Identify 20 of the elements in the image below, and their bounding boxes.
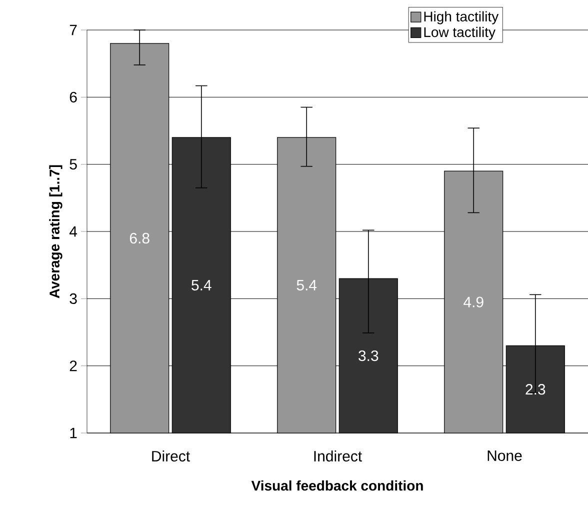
x-tick-label: Direct [152, 450, 190, 462]
x-axis-title: Visual feedback condition [251, 480, 423, 491]
legend-label: Low tactility [424, 26, 496, 40]
data-label: 5.4 [296, 280, 317, 290]
y-tick-label: 5 [70, 159, 77, 170]
x-tick-label: None [488, 450, 522, 461]
data-label: 2.3 [526, 384, 546, 395]
y-tick-label: 3 [70, 293, 77, 304]
y-tick-label: 6 [70, 92, 77, 102]
y-tick-label: 1 [70, 428, 77, 438]
data-label: 3.3 [358, 350, 378, 362]
y-tick-label: 2 [70, 360, 77, 372]
legend-label: High tactility [424, 11, 499, 24]
data-label: 5.4 [192, 280, 212, 290]
y-tick-label: 7 [70, 24, 77, 36]
data-label: 4.9 [464, 296, 484, 308]
y-axis-title: Average rating [1..7] [49, 165, 62, 298]
y-tick-label: 4 [69, 226, 78, 237]
x-tick-label: Indirect [314, 450, 362, 462]
data-label: 6.8 [130, 232, 150, 244]
